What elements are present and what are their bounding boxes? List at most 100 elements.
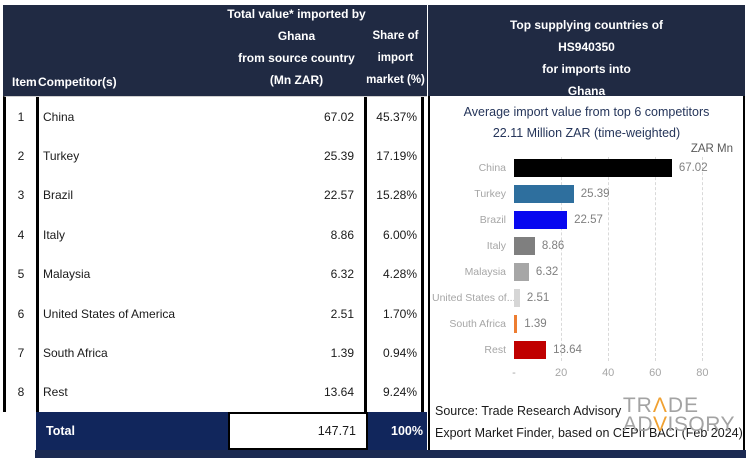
category-label: United States of...: [432, 292, 514, 304]
logo-accent-v: V: [653, 413, 668, 436]
cell-item: 6: [6, 293, 39, 334]
cell-competitor: United States of America: [43, 306, 176, 321]
chart-panel-header: Top supplying countries of HS940350 for im…: [428, 5, 745, 98]
cell-value: 2.51: [330, 306, 354, 321]
gridline: [608, 157, 610, 361]
bar-value-label: 8.86: [541, 240, 565, 252]
table-row: 3 Brazil 22.57 15.28%: [6, 175, 427, 216]
column-header-competitor: Competitor(s): [38, 75, 117, 89]
bar-row: 2.51: [514, 285, 733, 311]
chart-axis-unit-label: ZAR Mn: [690, 143, 733, 155]
bar-china: [514, 159, 672, 177]
category-label: South Africa: [449, 318, 506, 330]
bar-italy: [514, 237, 535, 255]
total-row-spacer: [3, 412, 36, 450]
x-tick-label: 60: [649, 367, 662, 379]
x-tick-label: -: [512, 367, 516, 379]
bar-row: 1.39: [514, 311, 733, 337]
table-header: Item Competitor(s) Total value* imported…: [3, 5, 427, 96]
cell-value: 8.86: [330, 227, 354, 242]
cell-item: 5: [6, 254, 39, 294]
cell-item: 7: [6, 333, 39, 373]
bar-row: 8.86: [514, 233, 733, 259]
chart-x-axis-ticks: - 20 40 60 80: [512, 363, 733, 381]
total-value: 147.71: [228, 412, 368, 450]
cell-competitor: Turkey: [43, 149, 80, 164]
bar-value-label: 2.51: [526, 292, 550, 304]
x-tick-label: 40: [602, 367, 615, 379]
category-label: Italy: [486, 240, 506, 252]
cell-item: 2: [6, 136, 39, 176]
bar-value-label: 13.64: [553, 344, 582, 356]
bar-value-label: 22.57: [574, 214, 603, 226]
cell-item: 8: [6, 372, 39, 412]
gridline: [655, 157, 657, 361]
cell-value: 22.57: [323, 188, 354, 203]
cell-competitor: Malaysia: [43, 267, 91, 282]
chart-subtitle: 22.11 Million ZAR (time-weighted): [492, 126, 681, 140]
category-label: Rest: [484, 344, 506, 356]
column-header-share: Share of import market (%): [366, 30, 425, 86]
cell-share: 6.00%: [364, 215, 424, 255]
cell-value: 1.39: [330, 345, 354, 360]
cell-share: 15.28%: [364, 175, 424, 216]
logo-line-2: ADVISORY: [622, 413, 735, 436]
table-row: 4 Italy 8.86 6.00%: [6, 215, 427, 255]
cell-item: 4: [6, 215, 39, 255]
cell-item: 1: [6, 97, 39, 137]
bar-row: 22.57: [514, 207, 733, 233]
category-label: China: [478, 162, 506, 174]
bar-value-label: 25.39: [580, 188, 610, 200]
bar-malaysia: [514, 263, 529, 281]
category-label: Turkey: [474, 188, 506, 200]
bar-row: 67.02: [514, 155, 733, 181]
cell-value: 25.39: [323, 149, 354, 164]
cell-share: 45.37%: [364, 97, 424, 137]
cell-share: 0.94%: [364, 333, 424, 373]
column-header-item: Item: [12, 75, 37, 89]
logo-accent-a: Λ: [652, 394, 668, 417]
table-total-row: Total 147.71 100%: [3, 412, 427, 450]
column-header-total-value: Total value* imported by Ghana from source…: [227, 7, 366, 87]
table-row: 2 Turkey 25.39 17.19%: [6, 136, 427, 176]
bar-value-label: 1.39: [524, 318, 547, 330]
cell-share: 9.24%: [364, 372, 424, 412]
table-body: 1 China 67.02 45.37% 2 Turkey 25.39 17.1…: [3, 96, 427, 412]
cell-competitor: China: [43, 109, 75, 124]
gridline: [702, 157, 704, 361]
bar-row: 6.32: [514, 259, 733, 285]
cell-share: 17.19%: [364, 136, 424, 176]
bar-value-label: 67.02: [678, 162, 708, 174]
cell-competitor: Italy: [43, 227, 66, 242]
cell-value: 13.64: [323, 385, 354, 400]
source-line-1: Source: Trade Research Advisory: [435, 404, 622, 418]
cell-value: 6.32: [330, 267, 354, 282]
bar-united-states-of: [514, 289, 520, 307]
bar-rest: [514, 341, 547, 359]
table-row: 7 South Africa 1.39 0.94%: [6, 333, 427, 373]
bar-turkey: [514, 185, 574, 203]
trade-advisory-logo: TRΛDE ADVISORY: [622, 394, 735, 436]
cell-share: 1.70%: [364, 293, 424, 334]
chart-panel: Average import value from top 6 competit…: [428, 96, 745, 450]
table-row: 1 China 67.02 45.37%: [6, 97, 427, 137]
bar-value-label: 6.32: [535, 266, 559, 278]
category-label: Malaysia: [464, 266, 506, 278]
source-attribution: Source: Trade Research Advisory Export M…: [435, 400, 743, 444]
x-tick-label: 20: [554, 367, 568, 379]
cell-item: 3: [6, 175, 39, 216]
table-row: 8 Rest 13.64 9.24%: [6, 372, 427, 412]
chart-panel-header-lines: Top supplying countries of HS940350 for im…: [509, 18, 664, 98]
cell-competitor: Brazil: [43, 188, 74, 203]
chart-title: Average import value from top 6 competit…: [463, 105, 710, 119]
chart-category-labels: China Turkey Brazil Italy Malaysia United Sta…: [432, 155, 514, 363]
bar-row: 25.39: [514, 181, 733, 207]
bar-brazil: [514, 211, 568, 229]
category-label: Brazil: [479, 214, 506, 226]
chart-plot-area: 67.02 25.39 22.57 8.86 6.32 2.51 1.39 13.64: [514, 155, 733, 363]
gridline: [561, 157, 563, 361]
cell-competitor: South Africa: [43, 345, 108, 360]
table-row: 5 Malaysia 6.32 4.28%: [6, 254, 427, 294]
table-row: 6 United States of America 2.51 1.70%: [6, 293, 427, 334]
